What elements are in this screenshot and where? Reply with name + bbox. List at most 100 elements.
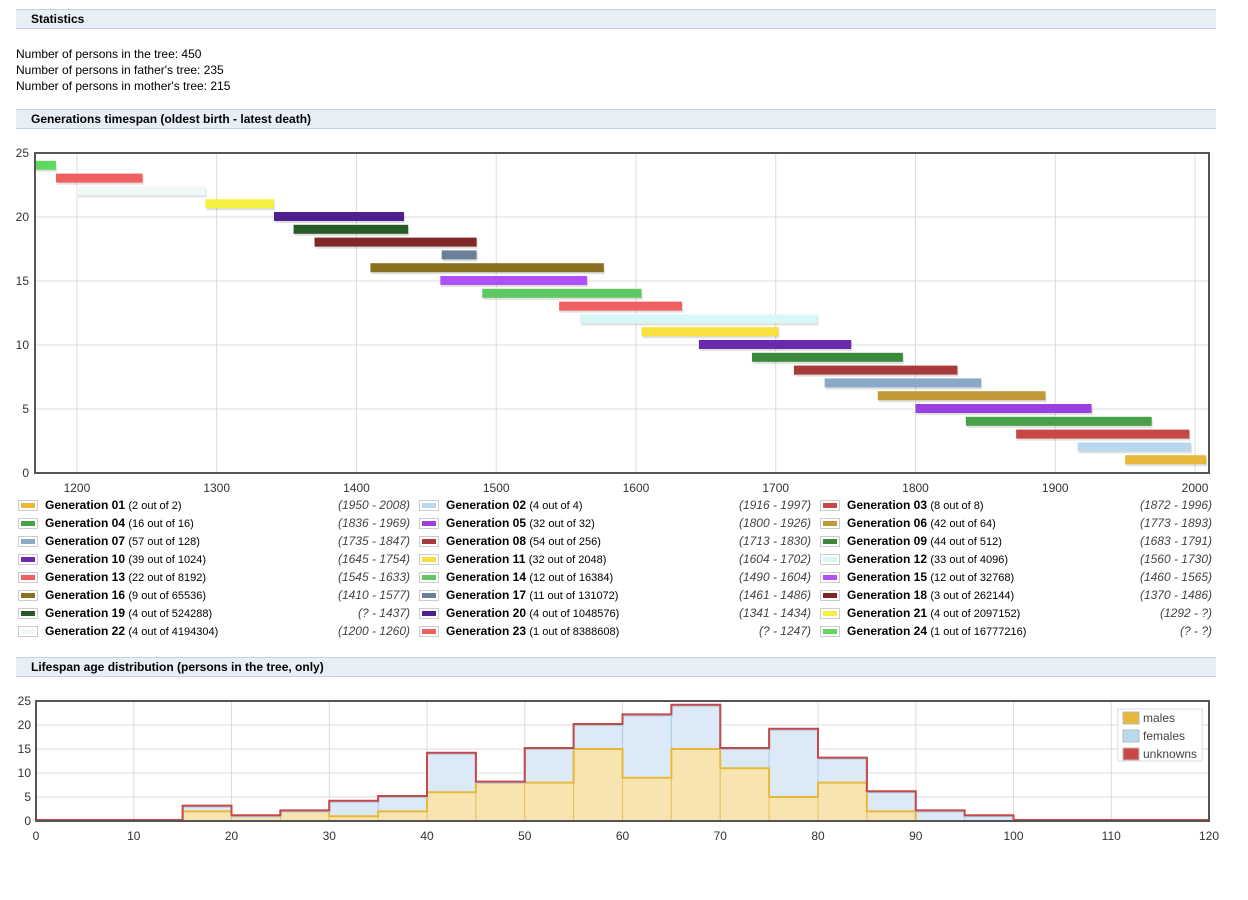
generation-range: (? - ?) — [1179, 624, 1212, 638]
generation-bar-03 — [1016, 429, 1190, 439]
legend-label: Generation 06 (42 out of 64) — [847, 516, 996, 530]
legend-item-generation-02: Generation 02 (4 out of 4) (1916 - 1997) — [417, 497, 815, 515]
males-bin-70 — [720, 768, 770, 821]
legend-swatch — [820, 518, 840, 529]
legend-label: Generation 04 (16 out of 16) — [45, 516, 194, 530]
males-bin-35 — [378, 811, 427, 821]
generation-name: Generation 05 — [446, 516, 527, 530]
generation-name: Generation 17 — [446, 588, 527, 602]
generation-bar-05 — [915, 404, 1092, 413]
generation-bar-21 — [205, 199, 274, 209]
generation-name: Generation 22 — [45, 624, 126, 638]
generation-range: (1916 - 1997) — [738, 498, 811, 512]
legend-item-generation-24: Generation 24 (1 out of 16777216) (? - ?) — [818, 623, 1216, 641]
generation-name: Generation 24 — [847, 624, 928, 638]
generation-count: (22 out of 8192) — [128, 572, 207, 584]
legend-label-unknowns: unknowns — [1143, 747, 1197, 761]
generation-bar-01 — [1125, 455, 1207, 465]
unknowns-line — [36, 703, 1209, 821]
legend-label: Generation 17 (11 out of 131072) — [446, 588, 618, 602]
legend-item-generation-13: Generation 13 (22 out of 8192) (1545 - 16… — [16, 569, 414, 587]
males-line — [36, 748, 1209, 822]
generation-range: (1410 - 1577) — [337, 588, 410, 602]
generation-bar-07 — [824, 378, 982, 388]
x-tick-label: 40 — [420, 829, 434, 843]
generation-name: Generation 23 — [446, 624, 527, 638]
generation-name: Generation 16 — [45, 588, 126, 602]
legend-item-generation-01: Generation 01 (2 out of 2) (1950 - 2008) — [16, 497, 414, 515]
generation-bar-02 — [1077, 442, 1191, 452]
x-tick-label: 0 — [33, 829, 40, 843]
legend-swatch-unknowns — [1122, 747, 1140, 761]
generation-range: (1490 - 1604) — [738, 570, 811, 584]
x-tick-label: 110 — [1102, 829, 1121, 843]
x-tick-label: 1700 — [762, 481, 789, 495]
generation-range: (1292 - ?) — [1159, 606, 1212, 620]
x-tick-label: 70 — [714, 829, 728, 843]
generation-range: (1872 - 1996) — [1139, 498, 1212, 512]
x-tick-label: 80 — [811, 829, 825, 843]
generation-count: (44 out of 512) — [930, 536, 1002, 548]
legend-label: Generation 14 (12 out of 16384) — [446, 570, 613, 584]
generation-range: (1950 - 2008) — [337, 498, 410, 512]
legend-label: Generation 05 (32 out of 32) — [446, 516, 595, 530]
generation-count: (39 out of 1024) — [128, 554, 207, 566]
legend-swatch — [18, 518, 38, 529]
generation-range: (1370 - 1486) — [1139, 588, 1212, 602]
legend-swatch — [18, 536, 38, 547]
x-tick-label: 100 — [1003, 829, 1023, 843]
legend-item-generation-23: Generation 23 (1 out of 8388608) (? - 124… — [417, 623, 815, 641]
generation-range: (1800 - 1926) — [738, 516, 811, 530]
generation-count: (1 out of 16777216) — [930, 626, 1027, 638]
legend-swatch — [18, 500, 38, 511]
generation-name: Generation 13 — [45, 570, 126, 584]
y-tick-label: 5 — [24, 790, 31, 804]
generation-bar-14 — [482, 288, 642, 298]
males-bin-40 — [427, 792, 476, 821]
generation-name: Generation 20 — [446, 606, 527, 620]
females-bin-65 — [671, 705, 721, 749]
generation-count: (54 out of 256) — [529, 536, 601, 548]
x-tick-label: 60 — [616, 829, 630, 843]
generation-name: Generation 21 — [847, 606, 928, 620]
x-tick-label: 30 — [323, 829, 337, 843]
legend-item-generation-19: Generation 19 (4 out of 524288) (? - 1437… — [16, 605, 414, 623]
plot-frame — [35, 700, 1210, 822]
generation-name: Generation 08 — [446, 534, 527, 548]
stat-line-mother: Number of persons in mother's tree: 215 — [16, 79, 231, 93]
x-tick-label: 1900 — [1042, 481, 1069, 495]
females-bin-50 — [524, 749, 574, 783]
y-tick-label: 20 — [18, 718, 32, 732]
generation-range: (1645 - 1754) — [337, 552, 410, 566]
males-bin-20 — [231, 816, 281, 821]
generation-count: (4 out of 4) — [529, 500, 583, 512]
legend-swatch — [820, 536, 840, 547]
legend-label: Generation 01 (2 out of 2) — [45, 498, 182, 512]
generation-name: Generation 07 — [45, 534, 126, 548]
y-tick-label: 0 — [24, 814, 31, 828]
x-tick-label: 10 — [127, 829, 141, 843]
generation-range: (1836 - 1969) — [337, 516, 410, 530]
x-tick-label: 1200 — [64, 481, 91, 495]
generation-count: (32 out of 32) — [529, 518, 595, 530]
legend-swatch — [820, 626, 840, 637]
males-bin-25 — [280, 811, 330, 821]
legend-label: Generation 08 (54 out of 256) — [446, 534, 601, 548]
generation-count: (4 out of 2097152) — [930, 608, 1021, 620]
generation-range: (1460 - 1565) — [1139, 570, 1212, 584]
generation-bar-17 — [441, 250, 477, 260]
males-bin-85 — [866, 811, 916, 821]
plot-frame — [34, 152, 1210, 474]
males-bin-80 — [818, 782, 867, 821]
generation-name: Generation 09 — [847, 534, 928, 548]
legend-item-generation-16: Generation 16 (9 out of 65536) (1410 - 15… — [16, 587, 414, 605]
legend-item-generation-05: Generation 05 (32 out of 32) (1800 - 1926… — [417, 515, 815, 533]
generation-name: Generation 02 — [446, 498, 527, 512]
legend-item-generation-21: Generation 21 (4 out of 2097152) (1292 - … — [818, 605, 1216, 623]
generation-count: (57 out of 128) — [128, 536, 200, 548]
generation-count: (33 out of 4096) — [930, 554, 1009, 566]
legend-label: Generation 07 (57 out of 128) — [45, 534, 200, 548]
legend-swatch — [820, 590, 840, 601]
y-tick-label: 25 — [18, 694, 32, 708]
statistics-title: Statistics — [31, 12, 85, 26]
